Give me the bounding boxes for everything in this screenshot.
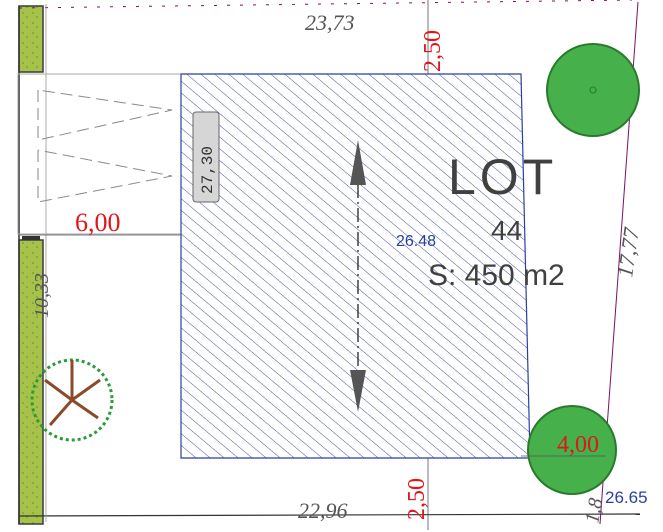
- setback-right-label: 4,00: [557, 432, 599, 458]
- hedge-strip-top: [18, 5, 44, 73]
- elevation-box-label: 27,30: [199, 146, 217, 194]
- corner-small-label: 1,8: [581, 496, 607, 524]
- elevation-box: 27,30: [192, 111, 220, 203]
- lot-word: LOT: [448, 149, 557, 205]
- height-arrow: [350, 140, 366, 412]
- dimension-lines: [19, 0, 606, 530]
- bottom-length-label: 22,96: [298, 498, 348, 523]
- tree-left: [30, 358, 114, 442]
- setback-top-label: 2,50: [420, 30, 446, 72]
- center-elevation: 26.48: [396, 233, 436, 250]
- right-length-label: 17,77: [612, 225, 644, 278]
- lot-surface: S: 450 m2: [428, 259, 565, 292]
- lot-number: 44: [491, 215, 522, 246]
- corner-elevation: 26.65: [605, 488, 648, 507]
- setback-left-label: 6,00: [75, 208, 121, 237]
- tree-top-right: [546, 43, 640, 137]
- left-length-label: 10,33: [31, 273, 53, 318]
- top-length-label: 23,73: [305, 10, 355, 35]
- tree-bottom-right: [527, 405, 617, 495]
- setback-bottom-label: 2,50: [404, 478, 430, 520]
